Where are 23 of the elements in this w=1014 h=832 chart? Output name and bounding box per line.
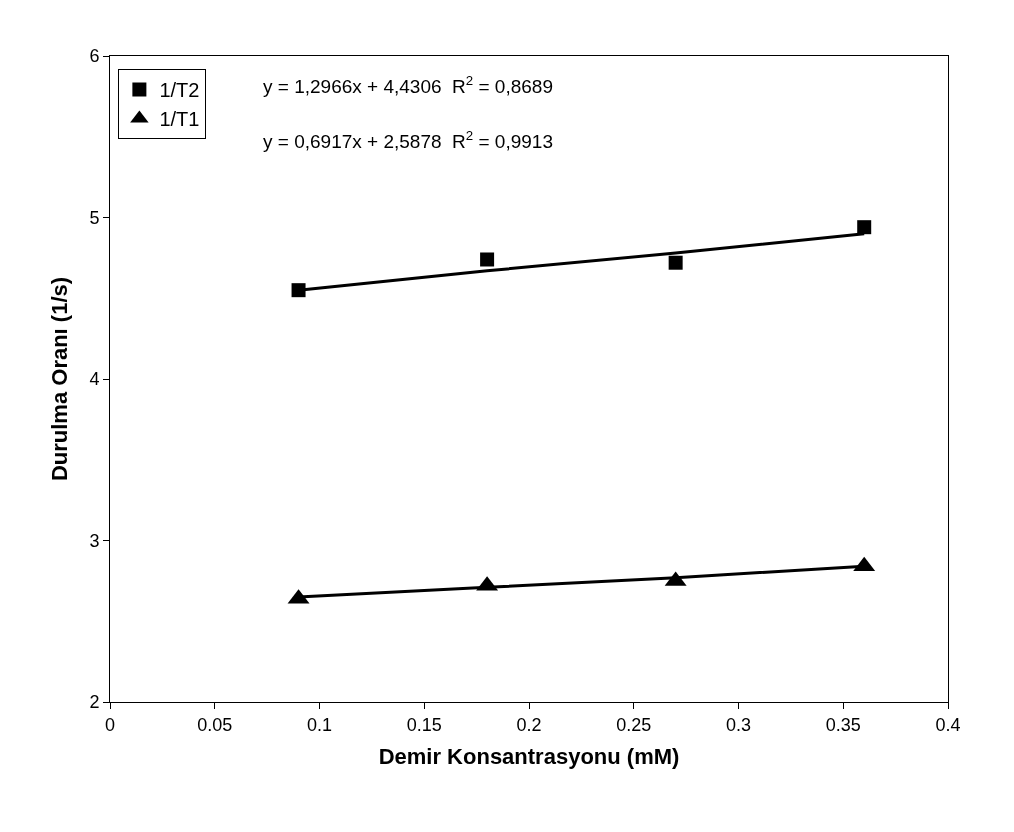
legend-label: 1/T2 xyxy=(159,79,200,102)
y-tick-label: 3 xyxy=(89,530,100,551)
x-tick-label: 0.05 xyxy=(197,714,233,735)
x-tick-label: 0 xyxy=(104,714,116,735)
annotation: y = 1,2966x + 4,4306 R$^{2}$ = 0,8689 xyxy=(263,73,553,97)
x-tick-label: 0.25 xyxy=(616,714,652,735)
y-axis-title: Durulma Oranı (1/s) xyxy=(47,276,73,482)
y-tick-label: 2 xyxy=(89,692,100,713)
x-tick-label: 0.2 xyxy=(516,714,542,735)
y-tick-label: 4 xyxy=(89,369,100,390)
point xyxy=(668,255,683,270)
x-tick-label: 0.35 xyxy=(825,714,861,735)
annotation: y = 0,6917x + 2,5878 R$^{2}$ = 0,9913 xyxy=(263,128,553,152)
point xyxy=(480,252,495,267)
x-tick-label: 0.15 xyxy=(406,714,442,735)
x-tick-label: 0.1 xyxy=(306,714,333,735)
x-tick-label: 0.3 xyxy=(725,714,752,735)
y-tick-label: 5 xyxy=(89,207,100,228)
x-tick-label: 0.4 xyxy=(935,714,961,735)
x-axis-title: Demir Konsantrasyonu (mM) xyxy=(378,744,680,770)
legend-label: 1/T1 xyxy=(159,108,200,131)
point xyxy=(857,220,872,235)
y-tick-label: 6 xyxy=(89,46,100,67)
